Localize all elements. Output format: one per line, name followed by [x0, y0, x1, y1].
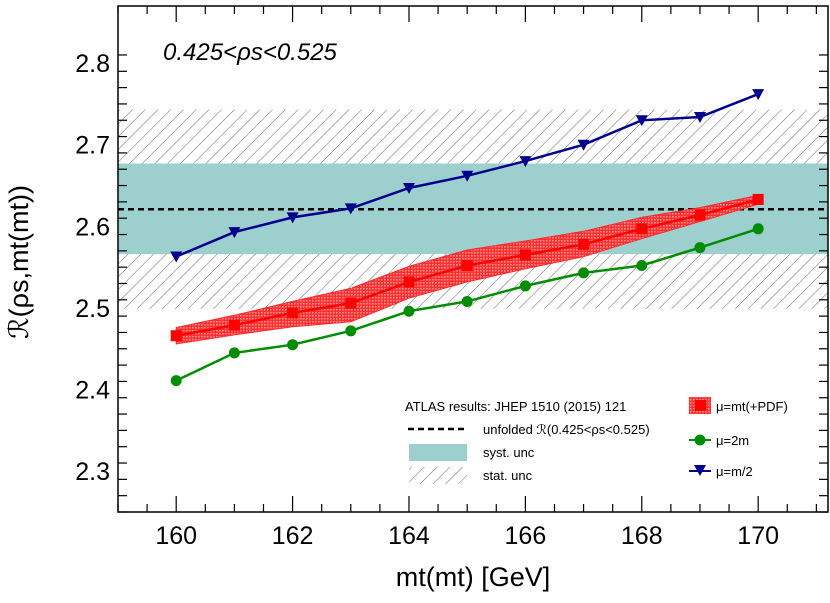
legend-mt-label: μ=mt(+PDF) — [716, 399, 788, 414]
series-1-point-0 — [170, 375, 182, 387]
series-0-point-6 — [519, 249, 531, 261]
series-1-point-2 — [287, 339, 299, 351]
series-1-point-4 — [403, 305, 415, 317]
legend-syst-swatch — [409, 444, 467, 461]
legend-mt-marker — [695, 400, 706, 411]
legend-half-m-marker — [694, 465, 706, 476]
series-2-point-1 — [228, 227, 241, 239]
legend-stat-swatch — [409, 467, 467, 484]
legend-reference-title: ATLAS results: JHEP 1510 (2015) 121 — [405, 399, 626, 414]
y-axis-title: ℛ(ρs,mt(mt)) — [4, 185, 34, 339]
legend-2m-marker — [694, 434, 706, 446]
series-0-point-7 — [578, 238, 590, 250]
series-0-point-10 — [752, 193, 764, 205]
series-2-point-9 — [693, 111, 706, 123]
series-0-point-4 — [403, 276, 415, 288]
legend-syst-label: syst. unc — [483, 445, 535, 460]
plot-area — [118, 89, 828, 387]
y-tick-label: 2.6 — [75, 213, 110, 241]
y-tick-label: 2.7 — [75, 132, 110, 160]
legend-2m-label: μ=2m — [716, 433, 749, 448]
y-tick-label: 2.3 — [75, 458, 110, 486]
y-tick-label: 2.8 — [75, 50, 110, 78]
series-2-point-0 — [170, 251, 183, 263]
legend: ATLAS results: JHEP 1510 (2015) 121 unfo… — [405, 397, 788, 484]
series-0-point-3 — [345, 297, 357, 309]
range-annotation: 0.425<ρs<0.525 — [163, 39, 338, 66]
x-tick-label: 166 — [505, 522, 547, 550]
x-tick-label: 162 — [272, 522, 314, 550]
series-1-point-6 — [519, 280, 531, 292]
series-1-point-1 — [228, 347, 240, 359]
legend-stat-label: stat. unc — [483, 468, 533, 483]
series-1-point-5 — [461, 295, 473, 307]
y-tick-label: 2.4 — [75, 377, 110, 405]
series-0-point-0 — [170, 330, 182, 342]
series-2-point-8 — [635, 115, 648, 127]
legend-half-m-label: μ=m/2 — [716, 464, 753, 479]
range-annotation-text: 0.425<ρs<0.525 — [163, 39, 338, 66]
series-2-point-5 — [461, 170, 474, 182]
series-0-point-1 — [228, 319, 240, 331]
series-2-point-4 — [402, 182, 415, 194]
x-tick-label: 170 — [737, 522, 779, 550]
plot-frame — [117, 5, 829, 513]
series-1-point-7 — [578, 267, 590, 279]
series-0-point-9 — [694, 209, 706, 221]
series-1-point-8 — [636, 260, 648, 272]
series-2-point-2 — [286, 212, 299, 224]
x-tick-label: 164 — [388, 522, 430, 550]
series-2-point-7 — [577, 139, 590, 151]
y-tick-label: 2.5 — [75, 295, 110, 323]
series-0-point-5 — [461, 260, 473, 272]
x-tick-label: 168 — [621, 522, 663, 550]
x-axis-title: mt(mt) [GeV] — [396, 562, 551, 592]
series-1-point-10 — [752, 223, 764, 235]
series-0-point-2 — [287, 307, 299, 319]
series-0-point-8 — [636, 223, 648, 235]
series-1-point-3 — [345, 325, 357, 337]
series-1-point-9 — [694, 242, 706, 254]
x-tick-label: 160 — [155, 522, 197, 550]
legend-unfolded-label: unfolded ℛ(0.425<ρs<0.525) — [483, 422, 650, 437]
series-2-point-3 — [344, 203, 357, 215]
series-2-point-6 — [519, 156, 532, 168]
series-2-point-10 — [752, 89, 765, 101]
